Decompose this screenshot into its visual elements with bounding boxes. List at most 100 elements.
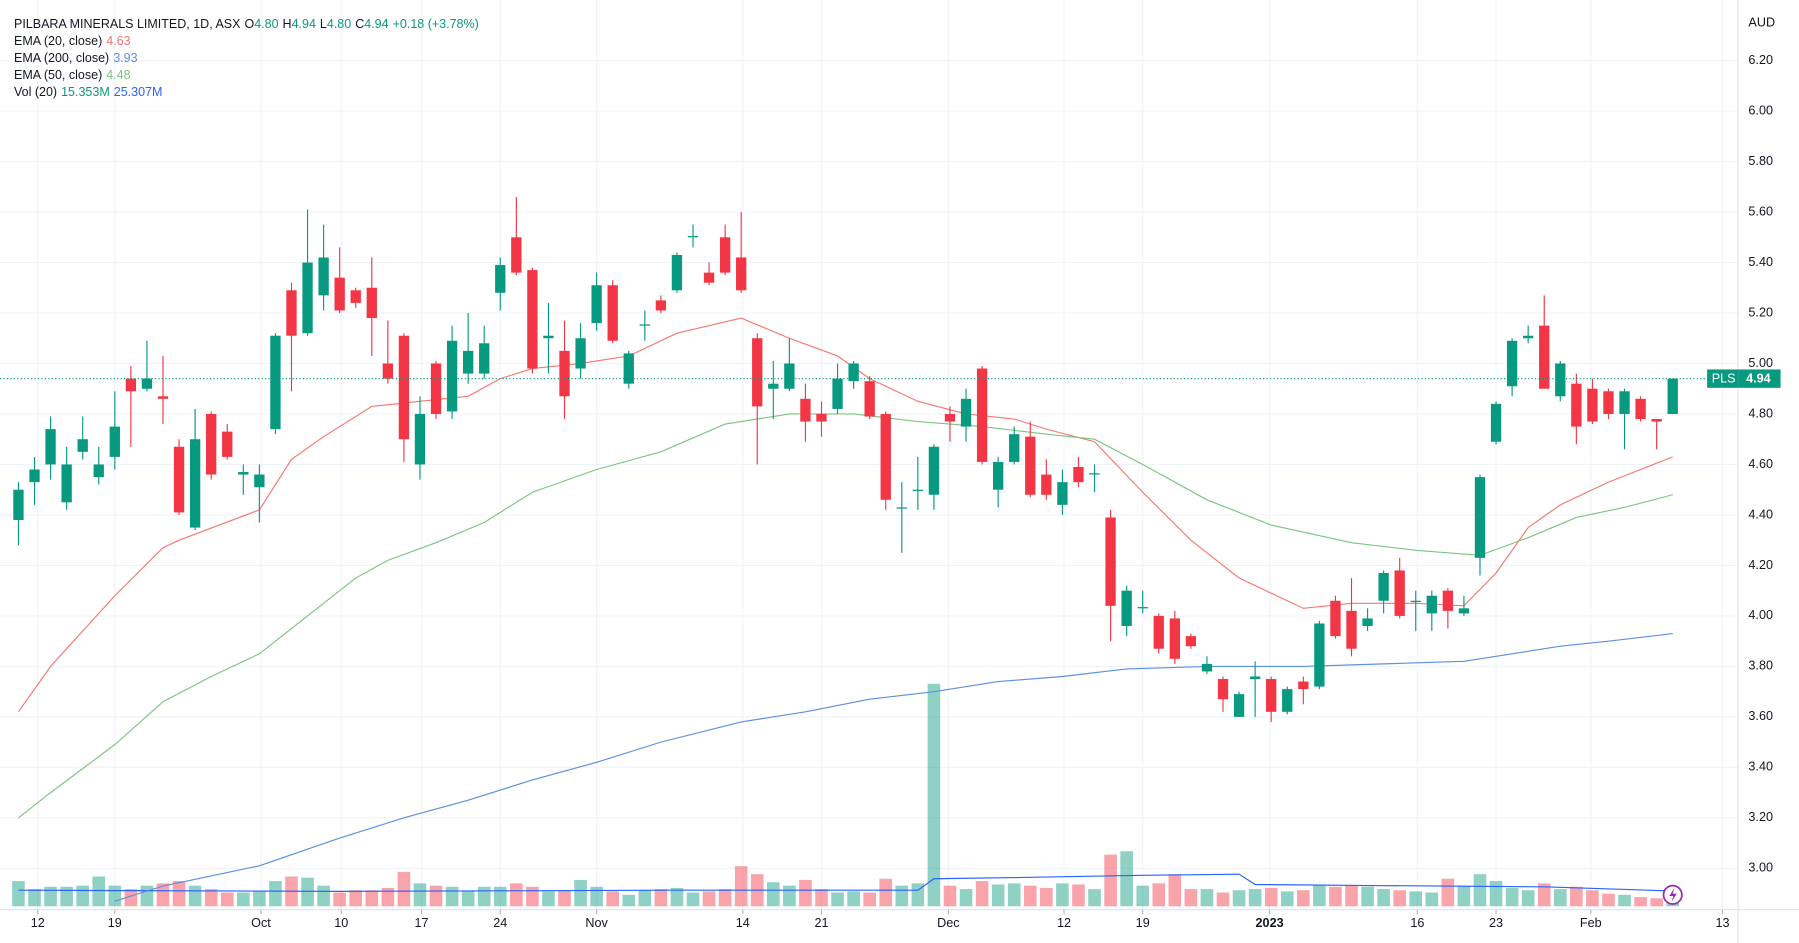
candle-body [1153, 615, 1164, 649]
candle-body [1474, 477, 1486, 558]
candle-body [655, 300, 667, 311]
candle-body [607, 285, 618, 341]
candle-body [1571, 383, 1582, 427]
candle-body [125, 378, 137, 392]
candle-body [784, 363, 795, 389]
candle-body [13, 489, 24, 520]
candle-body [639, 324, 650, 326]
volume-bar [1489, 881, 1503, 907]
volume-bar [1618, 894, 1631, 907]
candle-body [1073, 466, 1084, 483]
candle-body [45, 429, 56, 465]
volume-bar [397, 871, 411, 907]
candle-body [1089, 473, 1100, 475]
candle-body [1603, 391, 1614, 414]
candle-body [1667, 378, 1678, 414]
candle-body [1442, 590, 1454, 611]
candle-body [1009, 434, 1020, 462]
volume-bar [1586, 890, 1599, 907]
candle-body [1169, 618, 1180, 659]
volume-bar [156, 883, 170, 907]
legend-value: 4.63 [106, 34, 131, 48]
candle-body [687, 236, 699, 238]
volume-bar [1297, 890, 1310, 907]
volume-bar [1473, 874, 1487, 907]
volume-bar [220, 892, 234, 907]
volume-bar [253, 891, 266, 907]
volume-bar [590, 886, 603, 907]
volume-bar [1521, 890, 1535, 907]
x-tick-label: Nov [585, 916, 608, 930]
volume-bar [1537, 883, 1551, 907]
x-tick-label: 12 [1057, 916, 1071, 930]
volume-bar [526, 886, 539, 907]
candle-body [896, 507, 907, 509]
legend-row: PILBARA MINERALS LIMITED, 1D, ASX O4.80 H4… [14, 16, 483, 33]
volume-bar [558, 890, 571, 907]
candle-body [1330, 600, 1341, 637]
volume-bar [863, 892, 876, 907]
candle-body [511, 237, 522, 273]
candle-body [1185, 636, 1197, 647]
volume-bar [510, 883, 523, 907]
ohlc-label: L [319, 17, 327, 31]
x-tick-label: Feb [1580, 916, 1602, 930]
candle-body [1426, 595, 1437, 614]
symbol-badge-text: PLS [1712, 372, 1736, 386]
y-tick-label: 5.80 [1748, 154, 1773, 168]
volume-bar [1457, 885, 1471, 907]
candle-body [77, 439, 88, 452]
candle-body [1635, 398, 1646, 420]
candle-body [992, 461, 1004, 490]
y-tick-label: 6.20 [1748, 53, 1773, 67]
candle-body [944, 413, 956, 422]
replay-icon[interactable] [1662, 884, 1683, 905]
volume-bar [847, 891, 860, 907]
candle-body [382, 363, 394, 379]
x-tick-label: 19 [1136, 916, 1150, 930]
ohlc-value: 4.80 [254, 17, 279, 31]
candle-body [559, 350, 570, 397]
volume-bar [493, 886, 507, 907]
candle-body [366, 287, 377, 319]
volume-bar [670, 887, 684, 907]
volume-bar [1505, 887, 1519, 907]
candle-body [1506, 340, 1518, 387]
volume-bar [1007, 883, 1021, 907]
y-tick-label: 4.60 [1748, 457, 1773, 471]
x-tick-label: 10 [334, 916, 348, 930]
x-tick-label: 2023 [1256, 916, 1284, 930]
volume-bar [1329, 886, 1342, 907]
volume-bar [831, 892, 844, 907]
volume-bar [638, 890, 652, 907]
candle-body [1619, 391, 1630, 414]
candle-body [527, 270, 538, 369]
candle-body [238, 472, 249, 475]
volume-bar [542, 891, 555, 907]
candle-body [1137, 607, 1148, 609]
candle-body [719, 237, 731, 273]
y-tick-label: 4.20 [1748, 558, 1773, 572]
volume-bar [1136, 885, 1150, 907]
volume-bar [381, 887, 395, 907]
volume-bar [1345, 885, 1358, 907]
y-tick-label: 3.40 [1748, 760, 1773, 774]
y-tick-label: 5.60 [1748, 204, 1773, 218]
volume-bar [1152, 883, 1166, 907]
candle-body [912, 489, 924, 491]
volume-bar [734, 866, 748, 907]
legend-name: EMA (20, close) [14, 34, 103, 48]
x-tick-label: 21 [814, 916, 828, 930]
legend-value: 3.93 [113, 51, 138, 65]
candle-body [1282, 689, 1293, 712]
icon-bolt[interactable] [1669, 887, 1677, 902]
candles [13, 196, 1678, 722]
volume-bar [1570, 886, 1583, 907]
ema-line [114, 633, 1673, 902]
candle-body [414, 413, 426, 465]
candle-body [93, 464, 104, 478]
volume-bar [1425, 892, 1439, 907]
volume-bar [1216, 892, 1230, 907]
ohlc-value: 4.94 [291, 17, 316, 31]
volume-bar [991, 884, 1005, 907]
